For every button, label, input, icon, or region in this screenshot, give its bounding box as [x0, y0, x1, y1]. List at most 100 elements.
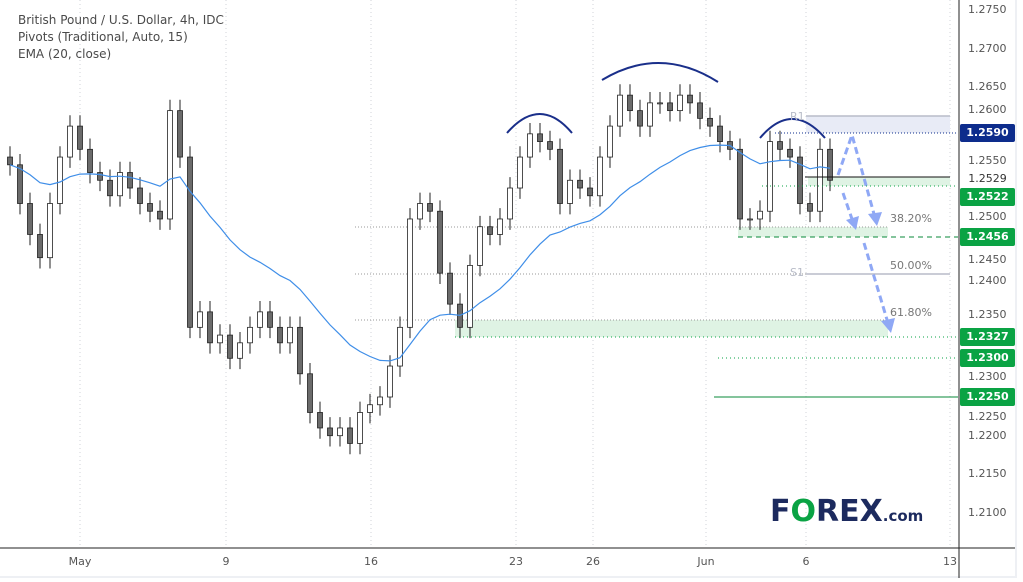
- ema-indicator-label[interactable]: EMA (20, close): [18, 47, 112, 61]
- price-tick-label: 1.2450: [968, 253, 1007, 266]
- candle: [247, 316, 253, 354]
- candle: [217, 324, 223, 354]
- candle: [537, 123, 543, 153]
- candle-body: [647, 102, 653, 127]
- candle: [667, 92, 673, 122]
- candle-body: [477, 226, 483, 266]
- price-tick-label: 1.2150: [968, 467, 1007, 481]
- arrow-head-icon: [868, 212, 882, 226]
- candle: [407, 208, 413, 339]
- candle: [477, 215, 483, 277]
- candle-body: [427, 203, 433, 212]
- price-label-12456: 1.2456: [960, 228, 1015, 246]
- candle: [147, 192, 153, 223]
- candle: [187, 146, 193, 339]
- candle-body: [557, 148, 563, 204]
- time-tick-label: 6: [802, 555, 810, 568]
- left-shoulder-arc: [506, 113, 573, 134]
- candle: [777, 130, 783, 161]
- candle-body: [287, 326, 293, 344]
- candle-body: [507, 187, 513, 220]
- candle: [17, 153, 23, 215]
- candle-body: [177, 110, 183, 158]
- candle: [387, 355, 393, 408]
- candle-body: [347, 427, 353, 444]
- candle-body: [577, 179, 583, 189]
- price-label-12522: 1.2522: [960, 188, 1015, 206]
- price-tick-label: 1.2650: [968, 80, 1007, 94]
- candle-body: [127, 172, 133, 189]
- fib-382-label: 38.20%: [890, 212, 932, 225]
- candle: [197, 301, 203, 339]
- candle: [757, 200, 763, 230]
- candle: [447, 262, 453, 315]
- candle: [547, 130, 553, 161]
- head-arc: [601, 62, 719, 83]
- candle-body: [617, 94, 623, 127]
- arrow-head-icon: [846, 216, 859, 230]
- candle: [97, 161, 103, 192]
- candle-body: [567, 179, 573, 204]
- candle: [687, 84, 693, 114]
- candle: [467, 254, 473, 339]
- candle-body: [797, 156, 803, 204]
- candle: [557, 138, 563, 215]
- candle-body: [167, 110, 173, 220]
- candle-body: [117, 172, 123, 197]
- candle-body: [67, 125, 73, 158]
- candle: [277, 316, 283, 354]
- candle: [627, 84, 633, 122]
- candle-body: [257, 311, 263, 328]
- candle-body: [17, 164, 23, 204]
- pivot-s1-label: S1: [790, 266, 804, 279]
- candle-body: [757, 210, 763, 220]
- candle: [797, 146, 803, 215]
- candle: [487, 215, 493, 246]
- candle-body: [627, 94, 633, 112]
- candle: [317, 401, 323, 439]
- ema-line: [9, 144, 831, 362]
- candle-body: [387, 365, 393, 398]
- candle: [227, 324, 233, 370]
- candle: [637, 99, 643, 137]
- candle-body: [437, 210, 443, 274]
- candle-body: [187, 156, 193, 328]
- candle: [67, 115, 73, 168]
- candle-body: [777, 141, 783, 150]
- candle-body: [827, 148, 833, 181]
- price-tick-label: 1.2400: [968, 273, 1007, 287]
- candle: [717, 115, 723, 153]
- candle: [497, 208, 503, 246]
- pivots-indicator-label[interactable]: Pivots (Traditional, Auto, 15): [18, 30, 188, 44]
- candle-body: [207, 311, 213, 344]
- candle: [397, 316, 403, 377]
- candle-body: [147, 203, 153, 212]
- candle-body: [317, 412, 323, 429]
- candle: [37, 223, 43, 269]
- price-tick-label: 1.2250: [968, 410, 1007, 423]
- candle: [327, 417, 333, 447]
- candle-body: [217, 334, 223, 344]
- candle: [167, 99, 173, 230]
- candle: [137, 177, 143, 215]
- candle-body: [447, 272, 453, 305]
- fib-618-label: 61.80%: [890, 306, 932, 319]
- candle-body: [107, 179, 113, 197]
- price-tick-label: 1.2200: [968, 428, 1007, 442]
- candle-body: [667, 102, 673, 112]
- time-tick-label: Jun: [697, 555, 715, 568]
- candle-body: [637, 110, 643, 127]
- candle-body: [157, 210, 163, 220]
- candle-body: [367, 404, 373, 413]
- price-tick-label: 1.2550: [968, 154, 1007, 167]
- candle-body: [517, 156, 523, 189]
- candles: [7, 84, 833, 455]
- time-tick-label: 9: [222, 555, 230, 568]
- candle: [347, 417, 353, 455]
- candle-body: [87, 148, 93, 173]
- price-label-12250: 1.2250: [960, 388, 1015, 406]
- grid: [79, 0, 951, 548]
- candle-body: [697, 102, 703, 119]
